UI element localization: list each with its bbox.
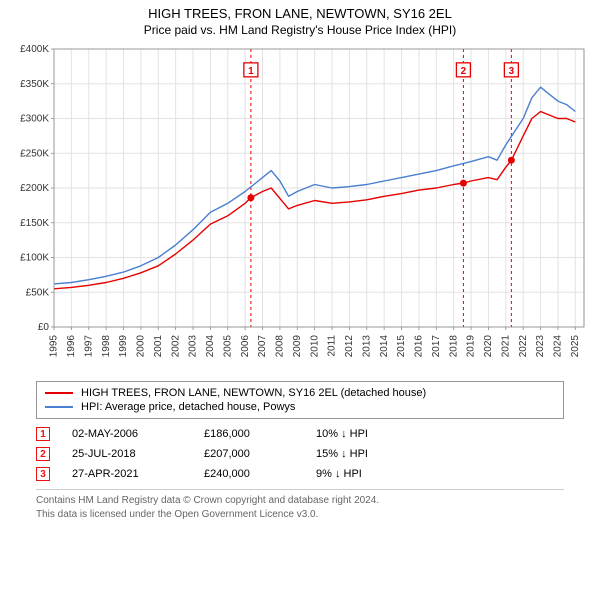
svg-text:1996: 1996 bbox=[66, 335, 77, 358]
line-chart-svg: £0 £50K £100K £150K £200K £250K £300K £350K £400… bbox=[8, 41, 592, 371]
svg-text:2010: 2010 bbox=[309, 335, 320, 358]
svg-text:2002: 2002 bbox=[170, 335, 181, 358]
svg-text:£200K: £200K bbox=[20, 183, 49, 194]
svg-text:1: 1 bbox=[248, 66, 254, 77]
event-row: 2 25-JUL-2018 £207,000 15% ↓ HPI bbox=[36, 447, 564, 461]
svg-text:2015: 2015 bbox=[396, 335, 407, 358]
svg-text:2009: 2009 bbox=[292, 335, 303, 358]
event-marker: 3 bbox=[36, 467, 50, 481]
event-price: £240,000 bbox=[204, 468, 294, 480]
legend-swatch bbox=[45, 406, 73, 408]
svg-text:£0: £0 bbox=[38, 322, 50, 333]
svg-text:2005: 2005 bbox=[222, 335, 233, 358]
svg-text:2003: 2003 bbox=[188, 335, 199, 358]
svg-text:2024: 2024 bbox=[553, 335, 564, 358]
svg-text:2020: 2020 bbox=[483, 335, 494, 358]
svg-text:£50K: £50K bbox=[26, 287, 50, 298]
svg-text:£300K: £300K bbox=[20, 114, 49, 125]
event-date: 02-MAY-2006 bbox=[72, 428, 182, 440]
svg-text:2004: 2004 bbox=[205, 335, 216, 358]
chart-container: HIGH TREES, FRON LANE, NEWTOWN, SY16 2EL… bbox=[0, 6, 600, 521]
event-marker: 2 bbox=[36, 447, 50, 461]
legend-label: HIGH TREES, FRON LANE, NEWTOWN, SY16 2EL… bbox=[81, 387, 426, 399]
plot-area: £0 £50K £100K £150K £200K £250K £300K £350K £400… bbox=[8, 41, 592, 371]
svg-text:£150K: £150K bbox=[20, 218, 49, 229]
svg-text:2016: 2016 bbox=[414, 335, 425, 358]
chart-title-address: HIGH TREES, FRON LANE, NEWTOWN, SY16 2EL bbox=[0, 6, 600, 21]
svg-text:1995: 1995 bbox=[49, 335, 60, 358]
svg-text:1999: 1999 bbox=[118, 335, 129, 358]
svg-text:2000: 2000 bbox=[136, 335, 147, 358]
svg-text:2011: 2011 bbox=[327, 335, 338, 357]
title-block: HIGH TREES, FRON LANE, NEWTOWN, SY16 2EL… bbox=[0, 6, 600, 37]
svg-text:1997: 1997 bbox=[83, 335, 94, 358]
legend-row: HIGH TREES, FRON LANE, NEWTOWN, SY16 2EL… bbox=[45, 386, 555, 400]
legend-row: HPI: Average price, detached house, Powy… bbox=[45, 400, 555, 414]
svg-text:2018: 2018 bbox=[448, 335, 459, 358]
footer-line-1: Contains HM Land Registry data © Crown c… bbox=[36, 494, 564, 508]
svg-text:2023: 2023 bbox=[535, 335, 546, 358]
footer-line-2: This data is licensed under the Open Gov… bbox=[36, 508, 564, 522]
event-date: 25-JUL-2018 bbox=[72, 448, 182, 460]
event-date: 27-APR-2021 bbox=[72, 468, 182, 480]
svg-text:£350K: £350K bbox=[20, 79, 49, 90]
svg-text:2001: 2001 bbox=[153, 335, 164, 358]
svg-text:2006: 2006 bbox=[240, 335, 251, 358]
svg-text:2014: 2014 bbox=[379, 335, 390, 358]
chart-subtitle: Price paid vs. HM Land Registry's House … bbox=[0, 23, 600, 37]
event-row: 1 02-MAY-2006 £186,000 10% ↓ HPI bbox=[36, 427, 564, 441]
event-price: £207,000 bbox=[204, 448, 294, 460]
svg-text:2012: 2012 bbox=[344, 335, 355, 358]
svg-text:2: 2 bbox=[461, 66, 467, 77]
event-hpi-delta: 9% ↓ HPI bbox=[316, 468, 406, 480]
event-row: 3 27-APR-2021 £240,000 9% ↓ HPI bbox=[36, 467, 564, 481]
svg-text:£100K: £100K bbox=[20, 253, 49, 264]
svg-text:2007: 2007 bbox=[257, 335, 268, 358]
svg-text:2019: 2019 bbox=[466, 335, 477, 358]
legend-label: HPI: Average price, detached house, Powy… bbox=[81, 401, 295, 413]
event-price: £186,000 bbox=[204, 428, 294, 440]
price-events-table: 1 02-MAY-2006 £186,000 10% ↓ HPI 2 25-JUL-201… bbox=[36, 427, 564, 481]
event-hpi-delta: 10% ↓ HPI bbox=[316, 428, 406, 440]
svg-text:2017: 2017 bbox=[431, 335, 442, 358]
svg-text:2022: 2022 bbox=[518, 335, 529, 358]
svg-text:3: 3 bbox=[509, 66, 515, 77]
svg-text:£400K: £400K bbox=[20, 44, 49, 55]
licence-footer: Contains HM Land Registry data © Crown c… bbox=[36, 489, 564, 521]
legend: HIGH TREES, FRON LANE, NEWTOWN, SY16 2EL… bbox=[36, 381, 564, 419]
svg-text:£250K: £250K bbox=[20, 148, 49, 159]
svg-text:2025: 2025 bbox=[570, 335, 581, 358]
legend-swatch bbox=[45, 392, 73, 394]
svg-text:2008: 2008 bbox=[275, 335, 286, 358]
event-marker: 1 bbox=[36, 427, 50, 441]
svg-text:2021: 2021 bbox=[500, 335, 511, 358]
svg-text:1998: 1998 bbox=[101, 335, 112, 358]
svg-text:2013: 2013 bbox=[361, 335, 372, 358]
event-hpi-delta: 15% ↓ HPI bbox=[316, 448, 406, 460]
